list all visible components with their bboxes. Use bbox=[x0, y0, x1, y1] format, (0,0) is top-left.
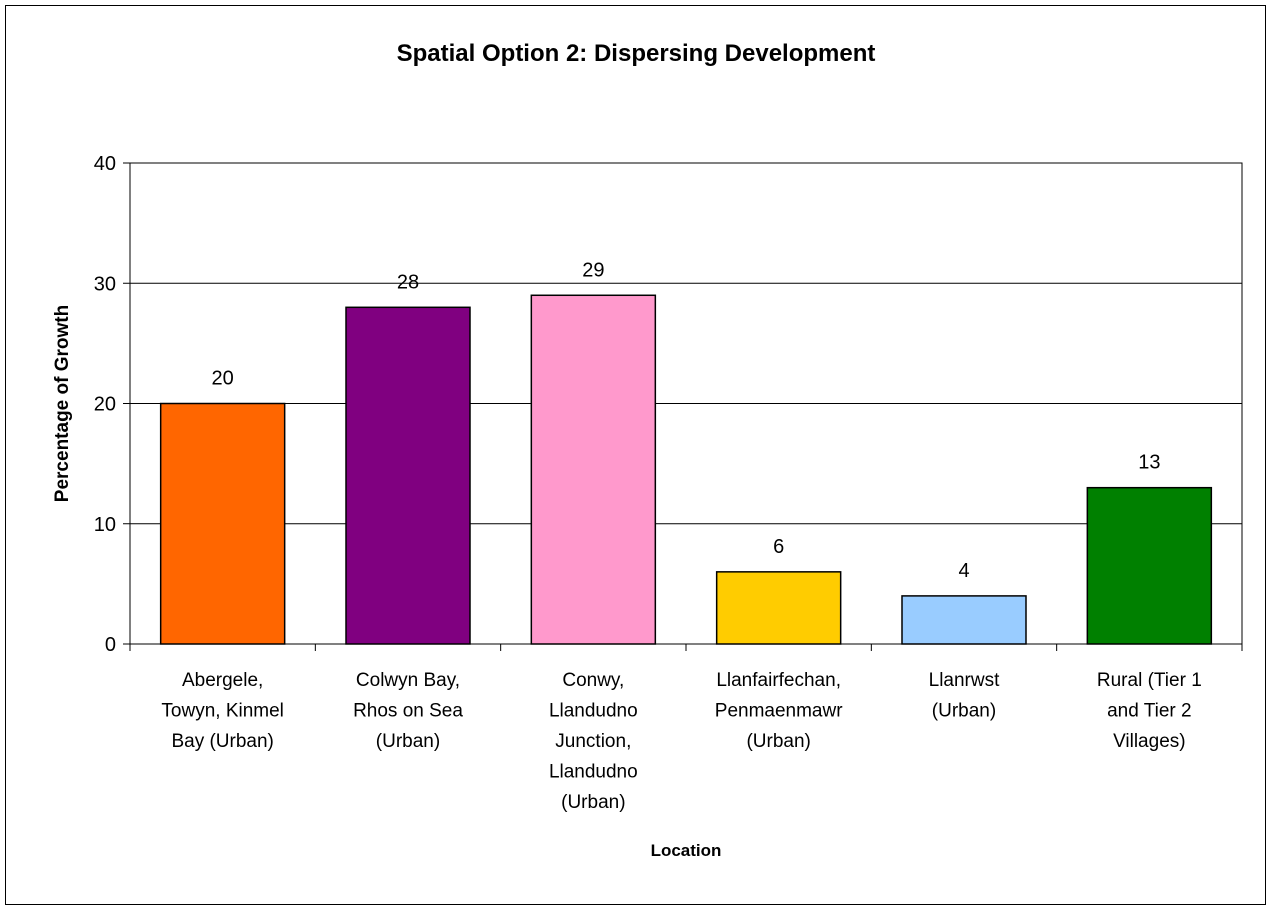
x-tick-label: Towyn, Kinmel bbox=[161, 701, 284, 722]
x-tick-label: Abergele, bbox=[182, 670, 263, 691]
x-tick-label: Rural (Tier 1 bbox=[1097, 670, 1202, 691]
bar bbox=[1086, 486, 1213, 645]
x-tick-label: Llandudno bbox=[549, 762, 638, 783]
y-tick-label: 30 bbox=[94, 273, 116, 295]
data-label: 20 bbox=[212, 368, 234, 390]
x-tick-label: Villages) bbox=[1113, 731, 1186, 752]
data-label: 29 bbox=[582, 259, 604, 281]
x-tick-label: Llanfairfechan, bbox=[716, 670, 841, 691]
bar bbox=[715, 571, 842, 645]
y-axis-title: Percentage of Growth bbox=[52, 305, 73, 502]
data-label: 28 bbox=[397, 271, 419, 293]
bar bbox=[901, 595, 1027, 645]
x-tick-label: Colwyn Bay, bbox=[356, 670, 460, 691]
y-tick-label: 10 bbox=[94, 514, 116, 536]
x-tick-label: Junction, bbox=[555, 731, 631, 752]
x-tick-label: Bay (Urban) bbox=[171, 731, 273, 752]
y-tick-label: 20 bbox=[94, 394, 116, 416]
x-tick-label: and Tier 2 bbox=[1107, 701, 1192, 722]
bar bbox=[345, 306, 471, 645]
x-tick-label: Rhos on Sea bbox=[353, 701, 463, 722]
x-tick-label: Penmaenmawr bbox=[715, 701, 843, 722]
data-label: 6 bbox=[773, 536, 784, 558]
x-tick-label: (Urban) bbox=[932, 701, 996, 722]
x-tick-label: Conwy, bbox=[562, 670, 624, 691]
bar bbox=[159, 402, 286, 645]
data-label: 4 bbox=[958, 560, 969, 582]
y-tick-label: 40 bbox=[94, 153, 116, 175]
x-tick-label: (Urban) bbox=[561, 792, 625, 813]
x-tick-label: (Urban) bbox=[746, 731, 810, 752]
x-tick-label: (Urban) bbox=[376, 731, 440, 752]
x-tick-label: Llandudno bbox=[549, 701, 638, 722]
y-tick-label: 0 bbox=[105, 634, 116, 656]
x-tick-label: Llanrwst bbox=[929, 670, 1000, 691]
x-axis-title: Location bbox=[651, 841, 722, 860]
bar bbox=[530, 294, 657, 645]
data-label: 13 bbox=[1138, 452, 1160, 474]
chart-title: Spatial Option 2: Dispersing Development bbox=[396, 40, 876, 67]
